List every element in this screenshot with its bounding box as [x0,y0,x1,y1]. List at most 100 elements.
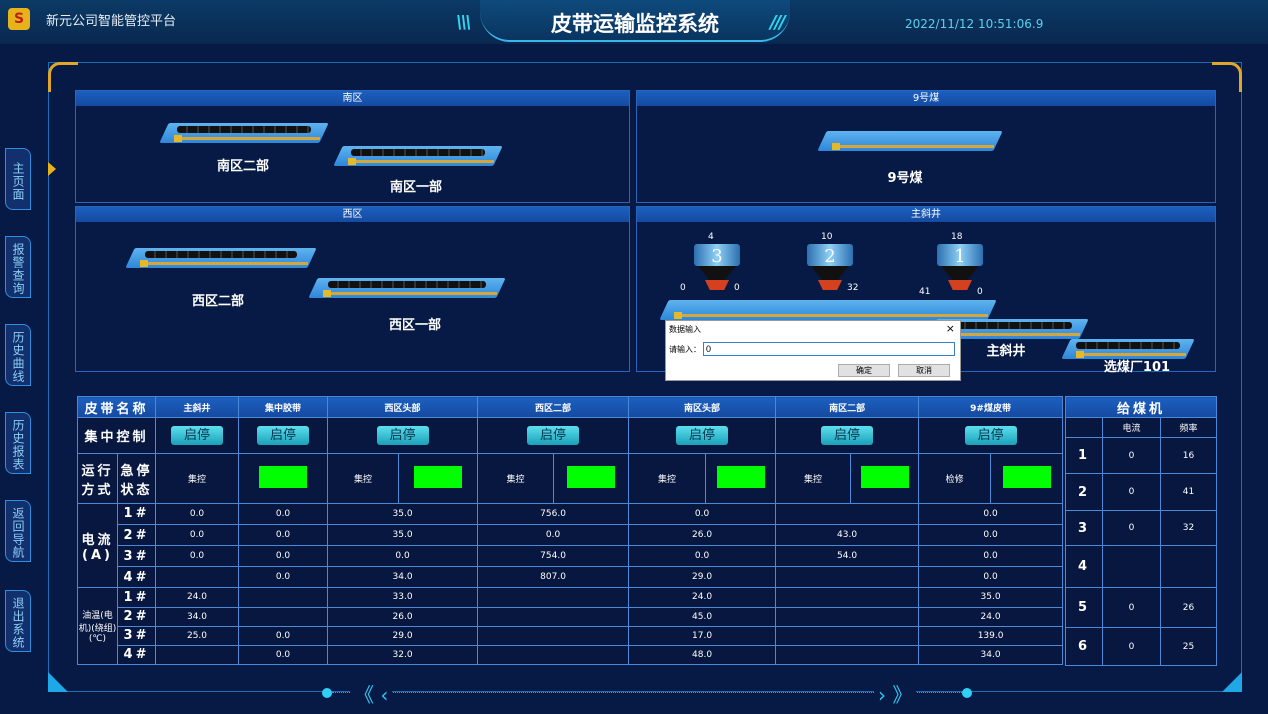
feeder-col-current: 电流 [1102,417,1161,438]
belt-rail [350,160,494,163]
temp-value: 33.0 [327,587,479,608]
sidebar-item[interactable]: 历史曲线 [5,324,31,386]
run-mode: 集控 [327,453,400,504]
temp-value [775,625,920,646]
belt-rail [1078,353,1186,356]
current-value: 0.0 [238,502,329,525]
control-cell: 启停 [477,417,630,455]
conveyor-belt-xiqu1[interactable] [308,278,506,298]
company-name: 新元公司智能管控平台 [46,14,177,29]
title-deco-right-icon: /// [770,12,786,33]
belt-rail [834,145,994,148]
feeder-freq: 16 [1159,437,1218,474]
start-stop-button[interactable]: 启停 [821,426,874,446]
current-value: 29.0 [628,566,777,589]
dialog-title: 数据输入 [669,325,701,334]
title-deco-left-icon: \\\ [456,12,472,33]
frame-corner [48,672,68,692]
run-mode: 集控 [477,453,555,504]
ok-button[interactable]: 确定 [838,364,890,377]
frame-corner [1212,62,1242,92]
temp-value [775,606,920,627]
feeder-current [1102,545,1161,588]
current-value: 0.0 [918,502,1064,525]
hopper-cone [941,266,979,280]
estop-cell [850,453,920,504]
feeder-id: 5 [1065,587,1103,628]
coal-hopper[interactable]: 1 [937,244,983,290]
temp-value: 24.0 [155,587,240,608]
feeder-valve-icon [705,280,729,290]
sidebar-item[interactable]: 报警查询 [5,236,31,298]
temp-row: 油温(电机)(绕组)(℃) 1# 24.0 33.0 24.0 35.0 [77,587,1064,665]
close-icon[interactable]: × [945,322,955,335]
belt-label: 西区二部 [191,294,245,309]
conveyor-belt-xiqu2[interactable] [125,248,317,268]
feeder-id: 4 [1065,545,1103,588]
sidebar-item[interactable]: 主页面 [5,148,31,210]
feeder-row: 4 [1065,545,1218,588]
belt-label: 选煤厂101 [1103,360,1171,375]
current-value: 0.0 [628,502,777,525]
feeder-freq: 25 [1159,627,1218,666]
current-row: 4# 0.0 34.0 807.0 29.0 0.0 [78,566,1064,589]
current-value: 0.0 [628,545,777,568]
motor-icon [323,290,331,297]
nav-prev-button[interactable]: 《 ‹ [350,679,393,708]
temp-value: 29.0 [327,625,479,646]
temp-row: 4# 0.0 32.0 48.0 34.0 [78,644,1064,666]
feeder-id: 2 [1065,473,1103,511]
hopper-cone [811,266,849,280]
start-stop-button[interactable]: 启停 [171,426,224,446]
coal-hopper[interactable]: 2 [807,244,853,290]
nav-next-button[interactable]: › 》 [874,679,917,708]
sidebar-item[interactable]: 返回导航 [5,500,31,562]
input-label: 请输入： [669,345,701,354]
belt-header: 南区二部 [775,395,920,419]
current-value: 54.0 [775,545,920,568]
start-stop-button[interactable]: 启停 [676,426,729,446]
control-cell: 启停 [918,417,1064,455]
temp-value: 35.0 [918,587,1064,608]
start-stop-button[interactable]: 启停 [964,426,1017,446]
belt-label: 南区二部 [216,159,270,174]
coal-load [176,126,312,133]
hopper-top-value: 4 [708,232,714,242]
temp-value [775,644,920,666]
current-value: 43.0 [775,523,920,547]
panel-xiqu: 西区 [75,206,630,372]
start-stop-button[interactable]: 启停 [527,426,580,446]
feeder-table: 给煤机 电流 频率 1 0 16 2 0 41 3 0 32 4 5 0 26 6 0 25 [1064,396,1218,666]
current-value: 0.0 [918,566,1064,589]
data-input-dialog: 数据输入 × 请输入： 确定 取消 [665,320,961,381]
control-cell: 启停 [327,417,479,455]
motor-label: 3# [116,625,157,646]
conveyor-belt-coal9[interactable] [817,131,1003,151]
sidebar-item[interactable]: 退出系统 [5,590,31,652]
panel-title: 9号煤 [637,91,1215,106]
sidebar-item[interactable]: 历史报表 [5,412,31,474]
estop-status-indicator [259,466,308,489]
feeder-blank [1065,417,1103,438]
cancel-button[interactable]: 取消 [898,364,950,377]
start-stop-button[interactable]: 启停 [376,426,429,446]
conveyor-belt-nanqu1[interactable] [333,146,503,166]
temp-label: 油温(电机)(绕组)(℃) [77,587,118,665]
run-mode: 集控 [628,453,707,504]
conveyor-belt-jizhong[interactable] [659,300,997,320]
feeder-row: 5 0 26 [1065,587,1218,628]
belt-table: 皮带名称 主斜井 集中胶带 西区头部 西区二部 南区头部 南区二部 9#煤皮带 集中控制 启停 启停… [76,395,1064,666]
current-value: 35.0 [327,502,479,525]
estop-status-indicator [1002,466,1051,489]
conveyor-belt-xuanmei[interactable] [1061,339,1195,359]
value-input[interactable] [703,342,955,356]
start-stop-button[interactable]: 启停 [257,426,310,446]
temp-value: 45.0 [628,606,777,627]
conveyor-belt-nanqu2[interactable] [159,123,329,143]
belt-header: 西区头部 [327,395,479,419]
hopper-right-value: 32 [847,283,859,293]
current-value [775,566,920,589]
temp-value [155,644,240,666]
coal-hopper[interactable]: 3 [694,244,740,290]
run-mode: 检修 [918,453,992,504]
